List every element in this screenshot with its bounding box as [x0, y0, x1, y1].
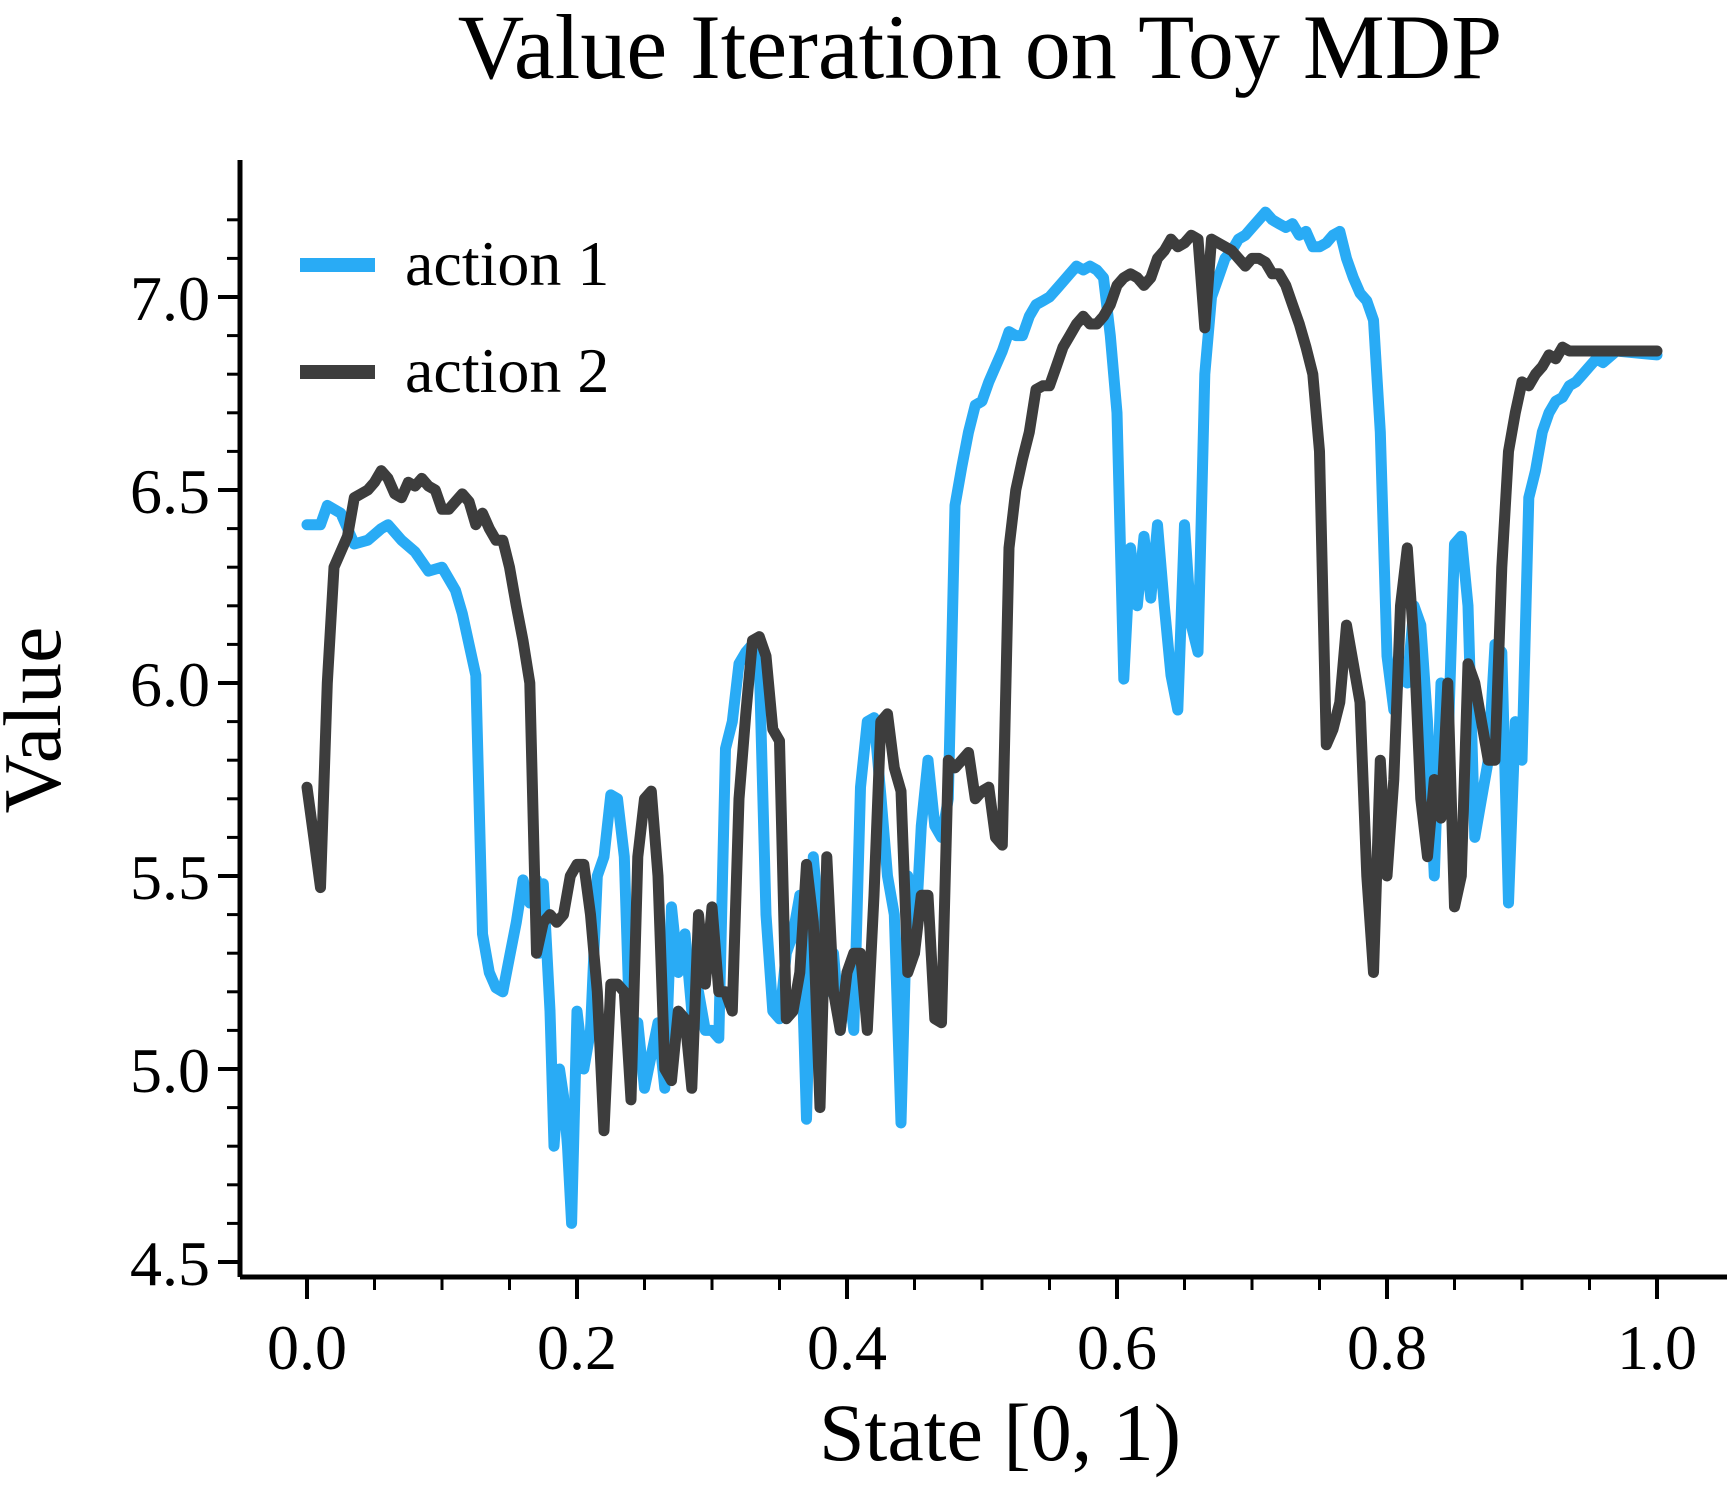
y-tick-label: 5.5: [130, 842, 210, 913]
y-axis-label: Value: [0, 627, 78, 814]
y-tick-label: 6.0: [130, 649, 210, 720]
y-tick-label: 5.0: [130, 1035, 210, 1106]
x-tick-label: 0.4: [807, 1312, 887, 1383]
y-tick-label: 6.5: [130, 456, 210, 527]
x-tick-label: 0.6: [1077, 1312, 1157, 1383]
series-layer: [301, 206, 1663, 1229]
legend-label-action-2: action 2: [405, 335, 609, 406]
x-tick-label: 1.0: [1617, 1312, 1697, 1383]
legend: action 1 action 2: [300, 228, 609, 406]
x-tick-label: 0.2: [537, 1312, 617, 1383]
x-axis-label: State [0, 1): [819, 1387, 1181, 1478]
y-tick-label: 7.0: [130, 263, 210, 334]
x-ticks: 0.0 0.2 0.4 0.6 0.8 1.0: [267, 1277, 1697, 1383]
y-ticks: 4.5 5.0 5.5 6.0 6.5 7.0: [130, 218, 240, 1299]
x-tick-label: 0.0: [267, 1312, 347, 1383]
x-tick-label: 0.8: [1347, 1312, 1427, 1383]
series-line-action-2: [301, 229, 1663, 1137]
y-tick-label: 4.5: [130, 1228, 210, 1299]
legend-label-action-1: action 1: [405, 228, 609, 299]
series-line-action-1: [301, 206, 1663, 1229]
chart-title: Value Iteration on Toy MDP: [458, 0, 1503, 98]
